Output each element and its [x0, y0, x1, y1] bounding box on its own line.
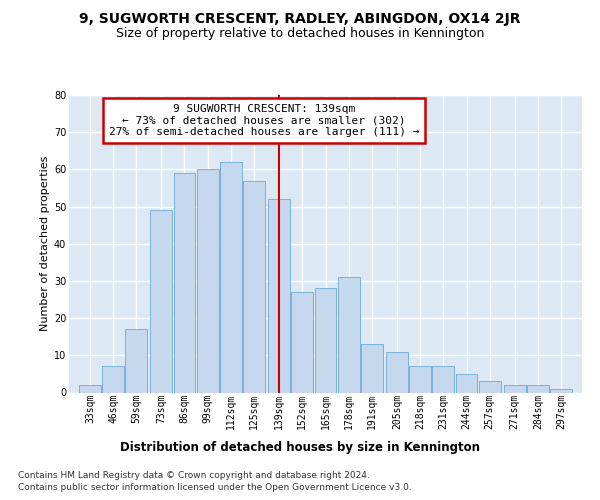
Bar: [151, 210, 172, 392]
Text: 9, SUGWORTH CRESCENT, RADLEY, ABINGDON, OX14 2JR: 9, SUGWORTH CRESCENT, RADLEY, ABINGDON, …: [79, 12, 521, 26]
Bar: [220, 162, 242, 392]
Text: Size of property relative to detached houses in Kennington: Size of property relative to detached ho…: [116, 28, 484, 40]
Bar: [455, 374, 478, 392]
Bar: [292, 292, 313, 392]
Bar: [243, 180, 265, 392]
Bar: [527, 385, 549, 392]
Bar: [173, 173, 196, 392]
Text: 9 SUGWORTH CRESCENT: 139sqm
← 73% of detached houses are smaller (302)
27% of se: 9 SUGWORTH CRESCENT: 139sqm ← 73% of det…: [109, 104, 419, 137]
Bar: [125, 330, 147, 392]
Bar: [386, 352, 408, 393]
Y-axis label: Number of detached properties: Number of detached properties: [40, 156, 50, 332]
Text: Distribution of detached houses by size in Kennington: Distribution of detached houses by size …: [120, 441, 480, 454]
Text: Contains public sector information licensed under the Open Government Licence v3: Contains public sector information licen…: [18, 483, 412, 492]
Bar: [314, 288, 337, 393]
Bar: [268, 199, 290, 392]
Bar: [433, 366, 454, 392]
Bar: [197, 170, 218, 392]
Bar: [338, 277, 359, 392]
Bar: [102, 366, 124, 392]
Bar: [504, 385, 526, 392]
Bar: [361, 344, 383, 393]
Bar: [479, 382, 500, 392]
Bar: [79, 385, 101, 392]
Text: Contains HM Land Registry data © Crown copyright and database right 2024.: Contains HM Land Registry data © Crown c…: [18, 472, 370, 480]
Bar: [409, 366, 431, 392]
Bar: [550, 389, 572, 392]
